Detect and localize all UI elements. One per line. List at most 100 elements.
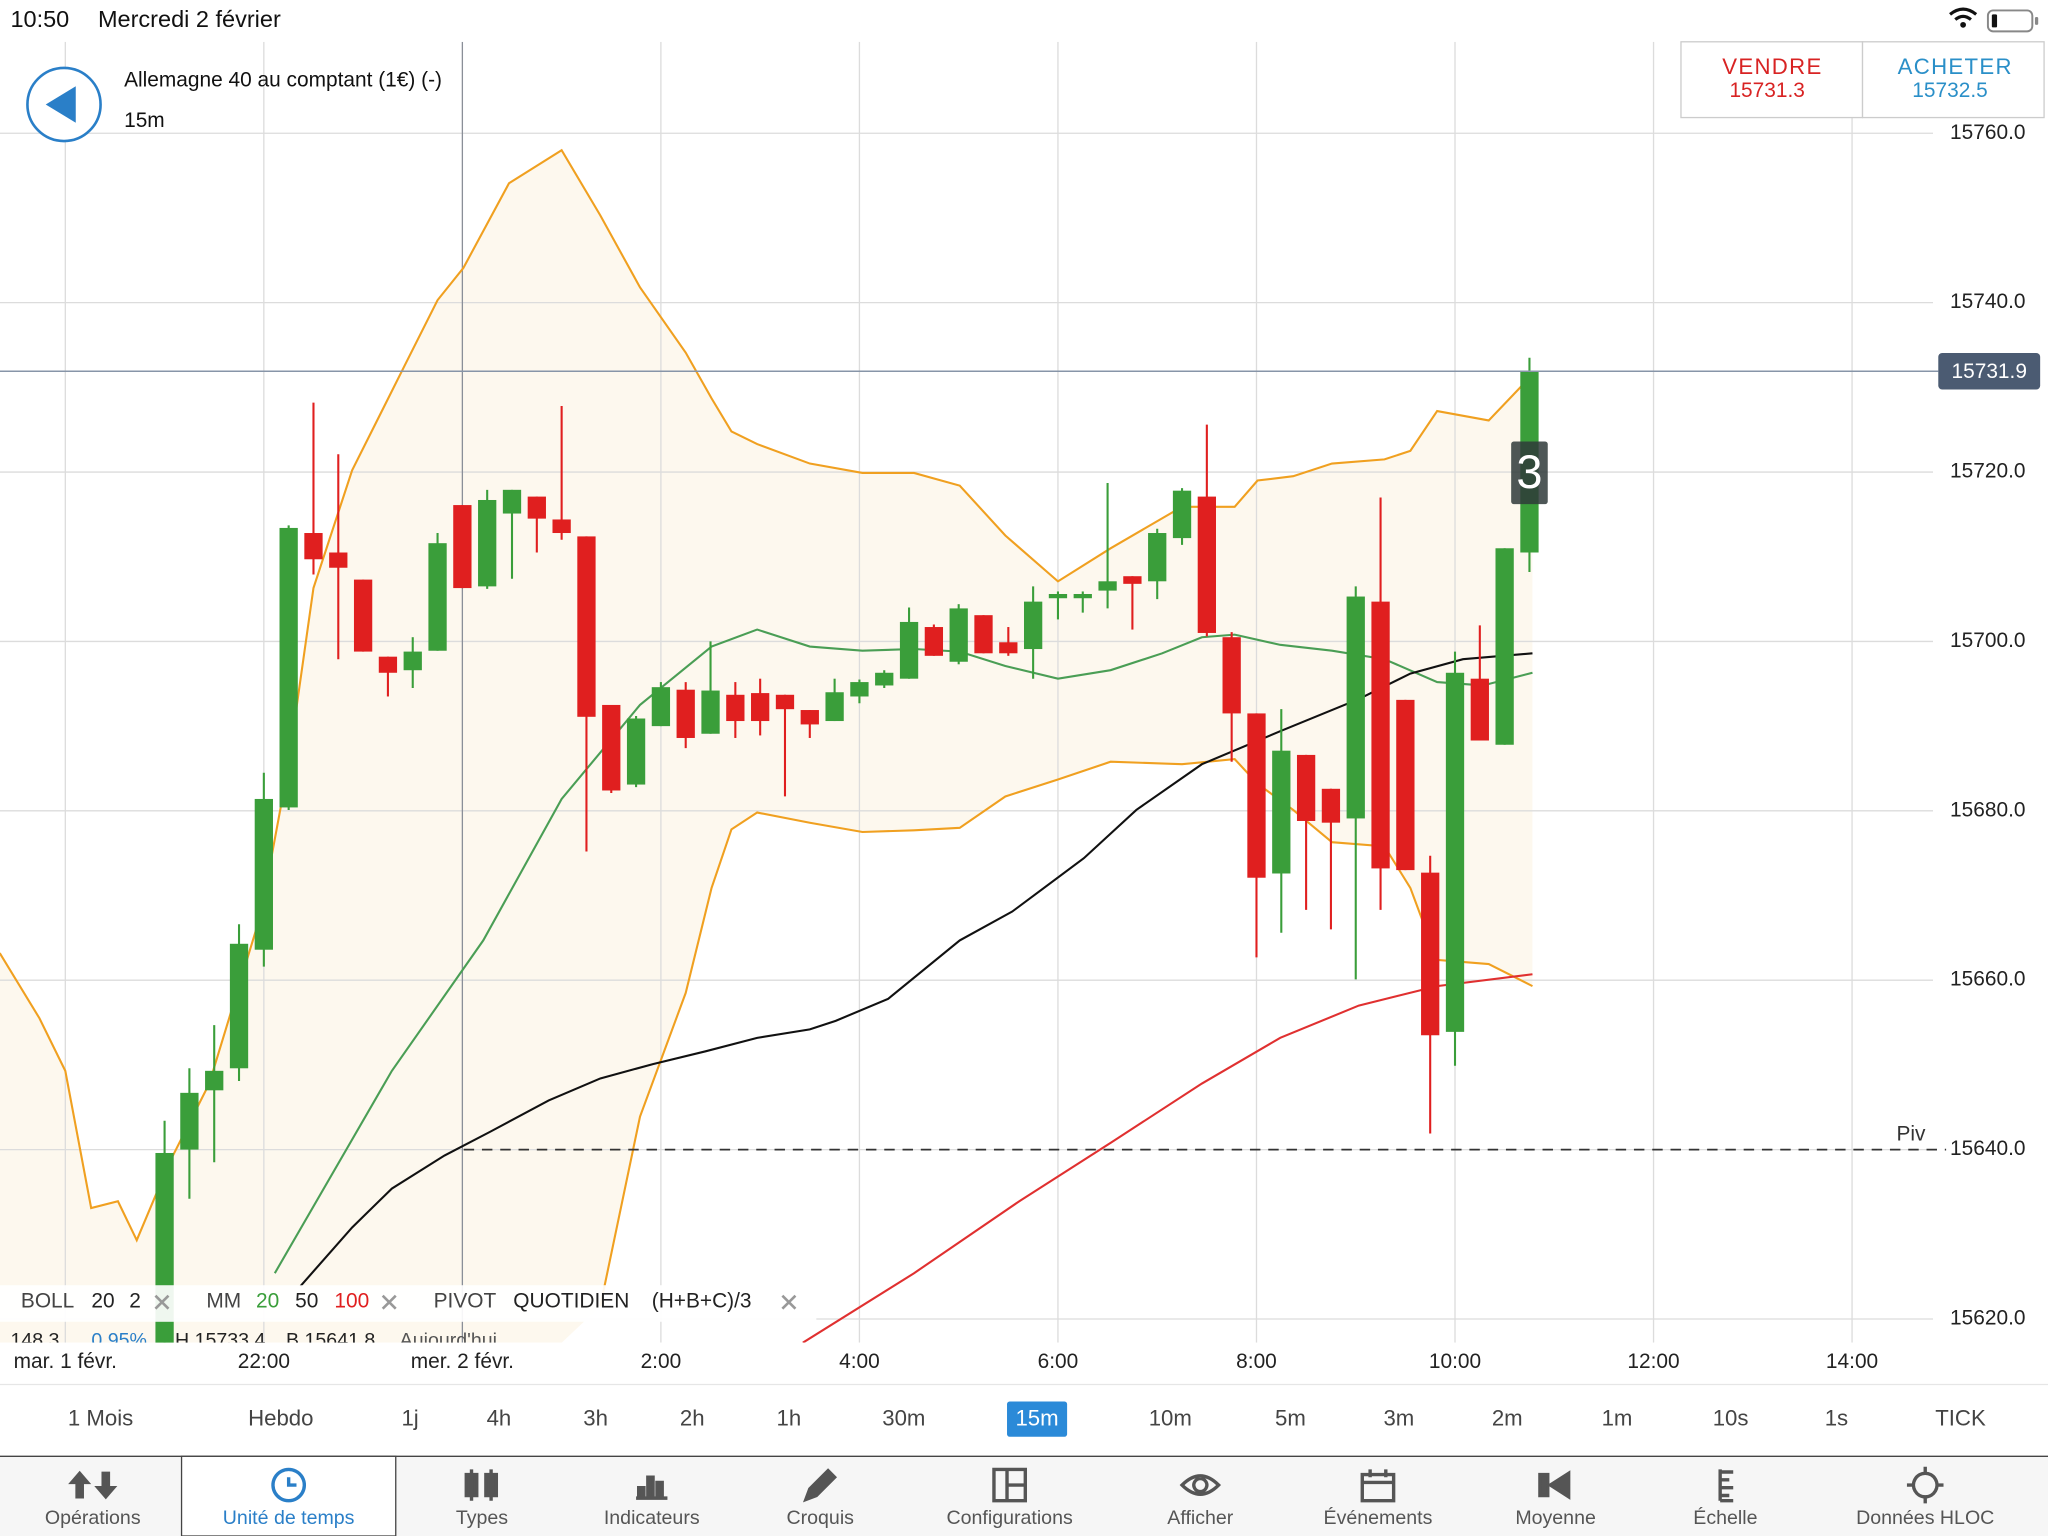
timeframe-option[interactable]: 5m [1275,1406,1306,1431]
tab-icon[interactable] [1718,1469,1734,1503]
legend-text: 2 [129,1290,141,1313]
candle-body [1247,713,1266,878]
battery-icon [1986,9,2034,33]
x-tick-label: 12:00 [1627,1350,1679,1373]
candle-body [205,1070,224,1091]
timeframe-option[interactable]: TICK [1935,1406,1986,1431]
timeframe-option[interactable]: 1h [777,1406,802,1431]
buy-button[interactable] [1861,41,2045,119]
candle-body [850,682,869,697]
candle-body [1396,699,1415,871]
tab-icon[interactable] [271,1467,306,1503]
tab-icon[interactable] [68,1470,118,1500]
legend-text: MM [206,1290,241,1313]
tab-label[interactable]: Échelle [1693,1506,1757,1529]
candle-body [577,536,596,717]
timeframe-option[interactable]: 4h [487,1406,512,1431]
x-tick-label: 2:00 [641,1350,682,1373]
candle-body [1470,678,1489,741]
tab-label[interactable]: Croquis [787,1507,855,1529]
interval-label: 15m [124,109,165,132]
candle-body [1495,548,1514,745]
candle-body [924,627,944,656]
legend-close[interactable] [154,1294,170,1310]
tab-icon[interactable] [992,1467,1028,1503]
bollinger-lower [599,758,1533,1307]
sell-label: VENDRE [1722,54,1822,79]
last-price-label: 15731.9 [1951,360,2026,383]
tab-label[interactable]: Opérations [45,1507,141,1529]
timeframe-option[interactable]: Hebdo [248,1406,313,1431]
legend-text: BOLL [21,1290,74,1313]
buy-price: 15732.5 [1912,79,1987,102]
timeframe-option[interactable]: 1 Mois [68,1406,133,1431]
candle-body [800,710,819,725]
stats-row: 148.3 0.95% H 15733.4 B 15641.8 Aujourd'hui [10,1330,497,1352]
timeframe-option[interactable]: 1m [1602,1406,1633,1431]
candle-body [949,608,968,662]
legend-bg [0,1285,817,1322]
candle-body [1098,581,1117,591]
timeframe-option[interactable]: 1s [1825,1406,1848,1431]
timeframe-option[interactable]: 30m [882,1406,925,1431]
tab-label[interactable]: Moyenne [1515,1507,1596,1529]
tab-label[interactable]: Types [456,1507,508,1529]
timeframe-option[interactable]: 2m [1492,1406,1523,1431]
back-arrow [45,86,76,123]
y-tick-label: 15680.0 [1950,798,2025,821]
legend-text: 20 [256,1290,279,1313]
timeframe-selected [1007,1401,1068,1437]
x-tick-label: 22:00 [238,1350,290,1373]
tab-label[interactable]: Données HLOC [1856,1507,1994,1529]
timeframe-option[interactable]: 1j [401,1406,418,1431]
tab-label[interactable]: Configurations [947,1507,1073,1529]
tab-icon[interactable] [1906,1466,1944,1504]
x-axis-strip [0,1342,2048,1385]
tab-label[interactable]: Indicateurs [604,1507,700,1529]
candle-body [751,693,770,722]
y-tick-label: 15660.0 [1950,968,2025,991]
legend-text: 100 [334,1290,369,1313]
tab-label[interactable]: Événements [1324,1506,1433,1529]
candle-body [254,798,273,950]
candle-body [1321,788,1341,823]
sell-button[interactable] [1680,41,1864,119]
candle-body [229,943,249,1069]
candle-body [552,519,571,534]
tab-icon[interactable] [802,1468,838,1503]
timeframe-option[interactable]: 2h [680,1406,705,1431]
countdown-box [1511,441,1548,505]
legend-close[interactable] [781,1294,797,1310]
tab-label[interactable]: Unité de temps [223,1507,355,1529]
candle-body [775,694,795,710]
stats-text: 148.3 [10,1330,59,1352]
candle-body [974,615,993,654]
tab-icon[interactable] [464,1469,499,1501]
tab-icon[interactable] [1538,1470,1571,1500]
tab-icon[interactable] [636,1475,668,1500]
wifi-icon-dot [1960,21,1966,28]
timeframe-option[interactable]: 3m [1383,1406,1414,1431]
candle-body [502,489,522,514]
timeframe-option[interactable]: 15m [1015,1406,1058,1431]
candle-body [180,1092,199,1150]
legend-close[interactable] [381,1294,397,1310]
battery-tip [2034,16,2039,25]
y-tick-label: 15740.0 [1950,290,2025,313]
timeframe-option[interactable]: 10s [1713,1406,1749,1431]
legend-text: 50 [295,1290,318,1313]
tab-label[interactable]: Afficher [1167,1507,1233,1529]
tab-icon[interactable] [1360,1469,1396,1503]
timeframe-option[interactable]: 10m [1149,1406,1192,1431]
candle-body [1123,576,1142,584]
candle-body [304,533,323,560]
status-bar [0,0,2048,42]
candle-body [1023,601,1043,650]
last-price-box [1938,352,2041,390]
stats-text: 0.95% [91,1330,147,1352]
tab-icon[interactable] [1179,1474,1222,1496]
candle-body [1148,533,1167,582]
timeframe-option[interactable]: 3h [583,1406,608,1431]
